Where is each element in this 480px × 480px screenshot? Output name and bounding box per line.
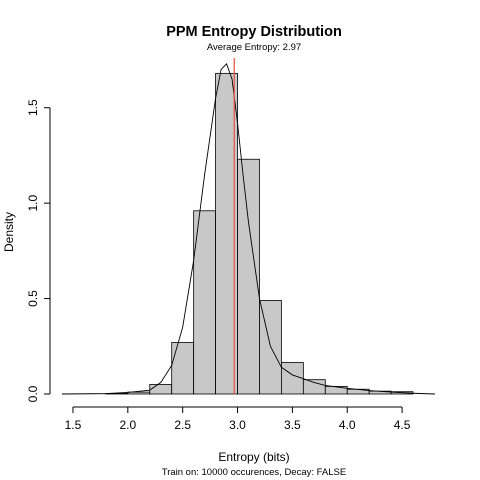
histogram-bar-3 [172, 342, 194, 394]
chart-subtitle: Average Entropy: 2.97 [207, 42, 301, 53]
y-axis-label: Density [2, 212, 16, 252]
x-tick-label: 2.5 [174, 418, 191, 432]
x-axis-label: Entropy (bits) [218, 450, 289, 464]
y-tick-label: 0.0 [26, 385, 40, 402]
y-tick-label: 0.5 [26, 290, 40, 307]
histogram-bar-4 [194, 211, 216, 394]
histogram-bar-2 [150, 384, 172, 394]
histogram-bar-8 [281, 363, 303, 394]
y-axis: 0.0 0.5 1.0 1.5 [26, 99, 50, 402]
histogram-bars [106, 73, 413, 394]
chart-title: PPM Entropy Distribution [166, 24, 342, 40]
x-tick-label: 3.0 [229, 418, 246, 432]
x-tick-label: 4.5 [394, 418, 411, 432]
x-tick-label: 4.0 [339, 418, 356, 432]
x-tick-label: 2.0 [119, 418, 136, 432]
x-axis: 1.5 2.0 2.5 3.0 3.5 4.0 4.5 [65, 407, 411, 432]
y-tick-label: 1.0 [26, 194, 40, 211]
y-tick-label: 1.5 [26, 99, 40, 116]
histogram-bar-9 [303, 380, 325, 394]
x-tick-label: 1.5 [65, 418, 82, 432]
x-tick-label: 3.5 [284, 418, 301, 432]
chart-caption: Train on: 10000 occurences, Decay: FALSE [162, 467, 346, 478]
